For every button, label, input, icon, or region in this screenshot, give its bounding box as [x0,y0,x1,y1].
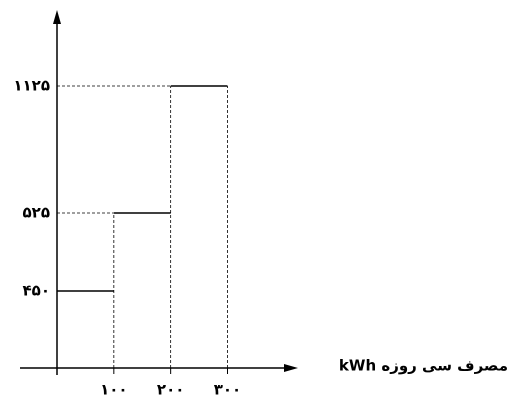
y-tick-label: ۵۲۵ [23,204,50,222]
x-tick-label: ۱۰۰ [100,381,127,399]
y-axis-arrow [53,10,61,24]
x-tick-label: ۳۰۰ [214,381,241,399]
x-tick-label: ۲۰۰ [157,381,184,399]
y-tick-label: ۱۱۲۵ [13,77,50,95]
y-tick-label: ۴۵۰ [23,282,50,300]
x-axis-arrow [284,364,298,372]
x-axis-label: مصرف سی روزه kWh [339,357,508,375]
